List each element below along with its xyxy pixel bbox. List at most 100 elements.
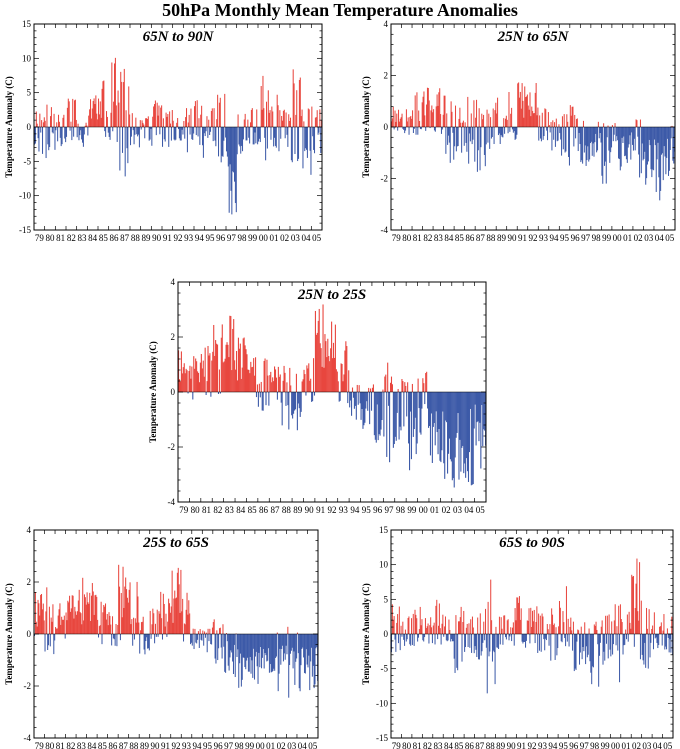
bar: [67, 98, 69, 127]
bar: [447, 392, 449, 474]
bar: [583, 127, 585, 153]
bar: [300, 392, 302, 412]
bar: [276, 632, 278, 634]
bar: [214, 355, 216, 392]
bar: [156, 609, 158, 634]
bar: [251, 108, 253, 127]
bar: [490, 579, 492, 634]
bar: [586, 634, 588, 658]
x-axis: 79 80 81 82 83 84 85 86 87 88 89 90 91 92 93 94 95 96 97 98…: [33, 530, 319, 749]
bar: [274, 127, 276, 146]
bar: [484, 634, 486, 641]
x-tick-label: 98: [235, 741, 245, 749]
bar: [69, 611, 71, 634]
bar: [145, 634, 147, 642]
bar: [136, 127, 138, 135]
bar: [215, 634, 217, 664]
bar: [152, 116, 154, 127]
bar: [154, 104, 156, 127]
bar: [293, 392, 296, 411]
x-tick-label: 84: [236, 505, 246, 515]
bar: [112, 634, 114, 639]
bar: [352, 392, 355, 398]
bar: [441, 623, 443, 634]
bar: [193, 127, 195, 134]
bar: [452, 634, 454, 642]
bar: [275, 377, 278, 392]
bar: [415, 614, 417, 634]
bar: [433, 109, 435, 127]
bar: [143, 124, 145, 127]
bar: [146, 634, 148, 638]
bar: [374, 392, 376, 440]
bar: [298, 634, 300, 689]
bar: [639, 127, 641, 178]
bar: [580, 626, 582, 634]
x-tick-label: 96: [569, 741, 579, 749]
y-tick-label: -2: [168, 442, 176, 452]
bar: [217, 634, 219, 661]
bar: [399, 392, 401, 427]
bar: [351, 392, 353, 416]
bar: [417, 127, 419, 135]
bar: [194, 628, 196, 634]
bar: [476, 99, 478, 127]
bar: [289, 634, 291, 666]
x-tick-label: 81: [56, 741, 65, 749]
bar: [201, 105, 203, 127]
bar: [416, 392, 418, 444]
bar: [380, 392, 382, 430]
bar: [225, 127, 227, 138]
bar: [332, 342, 335, 392]
bar: [370, 388, 372, 392]
bar: [521, 83, 523, 127]
bar: [312, 358, 315, 392]
bar: [302, 379, 304, 392]
bar: [444, 616, 446, 634]
bar: [619, 634, 621, 683]
bar: [63, 114, 65, 127]
bar: [512, 127, 514, 133]
bar: [205, 632, 207, 634]
bar: [263, 634, 265, 669]
bar: [417, 634, 419, 638]
bar: [438, 625, 440, 634]
bar: [227, 127, 229, 167]
bar: [215, 340, 217, 392]
bar: [420, 127, 422, 130]
bar: [505, 115, 507, 127]
bar: [298, 79, 300, 127]
x-tick-label: 81: [413, 233, 422, 243]
bar: [57, 127, 59, 142]
bar-series: [391, 82, 676, 201]
bar: [240, 634, 242, 687]
x-tick-label: 97: [227, 233, 237, 243]
bar: [94, 595, 96, 634]
bar: [657, 127, 659, 143]
bar: [565, 127, 567, 152]
bar: [462, 392, 464, 446]
bar: [348, 370, 350, 392]
bar: [278, 127, 280, 152]
bar: [481, 113, 483, 127]
bar: [589, 634, 591, 662]
x-tick-label: 00: [419, 505, 429, 515]
y-axis-label: Temperature Anomaly (C): [148, 341, 158, 443]
bar: [479, 127, 481, 171]
bar: [312, 127, 314, 137]
x-tick-label: 90: [507, 741, 516, 749]
bar: [95, 95, 97, 127]
bar: [227, 634, 229, 666]
bar: [97, 619, 99, 634]
x-tick-label: 00: [613, 233, 623, 243]
bar: [233, 634, 235, 645]
bar: [76, 611, 78, 634]
chart-65n-90n: -15 -10 -5 0 5 10 15 Temperature Anomaly (C) 79 8…: [0, 19, 330, 244]
bar: [431, 634, 433, 644]
bar: [363, 392, 365, 426]
bar: [332, 358, 334, 392]
bar: [511, 107, 513, 127]
bar: [227, 344, 229, 392]
bar: [173, 127, 175, 140]
bar: [588, 127, 590, 162]
